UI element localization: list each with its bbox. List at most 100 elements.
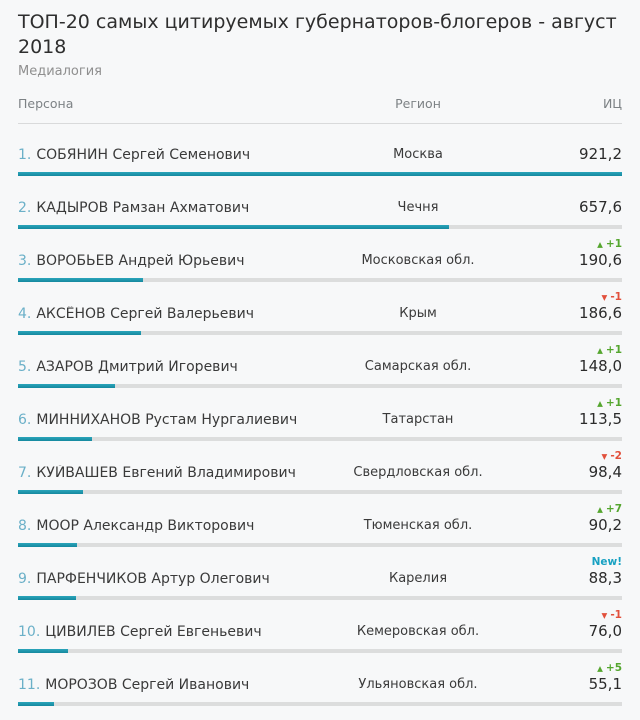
rank-change-label: +1 bbox=[605, 397, 622, 409]
row-content: 5. АЗАРОВ Дмитрий Игоревич Самарская обл… bbox=[18, 344, 622, 375]
rank-number: 11. bbox=[18, 677, 41, 693]
rank-number: 6. bbox=[18, 412, 32, 428]
person-cell: 4. АКСЁНОВ Сергей Валерьевич bbox=[18, 306, 318, 322]
rank-number: 7. bbox=[18, 465, 32, 481]
person-name: ПАРФЕНЧИКОВ Артур Олегович bbox=[36, 571, 270, 587]
person-name: ВОРОБЬЕВ Андрей Юрьевич bbox=[36, 253, 245, 269]
index-cell: ▼ -1 76,0 bbox=[518, 609, 622, 640]
region-label: Тюменская обл. bbox=[363, 518, 473, 533]
row-content: 8. МООР Александр Викторович Тюменская о… bbox=[18, 503, 622, 534]
rank-change-indicator: ▼ -1 bbox=[602, 609, 622, 622]
row-content: 3. ВОРОБЬЕВ Андрей Юрьевич Московская об… bbox=[18, 238, 622, 269]
person-name: АКСЁНОВ Сергей Валерьевич bbox=[36, 306, 255, 322]
trend-arrow-icon: ▲ bbox=[597, 345, 603, 355]
citation-index-value: 113,5 bbox=[579, 410, 622, 428]
value-bar-fill bbox=[18, 702, 55, 706]
rank-change-indicator: New! bbox=[592, 556, 622, 569]
rank-change-label: +5 bbox=[605, 662, 622, 674]
region-label: Татарстан bbox=[382, 412, 454, 427]
table-row: 2. КАДЫРОВ Рамзан Ахматович Чечня 657,6 bbox=[18, 177, 622, 230]
table-body: 1. СОБЯНИН Сергей Семенович Москва 921,2… bbox=[18, 124, 622, 707]
trend-arrow-icon: ▼ bbox=[601, 292, 608, 302]
person-cell: 6. МИННИХАНОВ Рустам Нургалиевич bbox=[18, 412, 318, 428]
citation-index-value: 55,1 bbox=[588, 675, 622, 693]
index-cell: ▲ +1 113,5 bbox=[518, 397, 622, 428]
value-bar-track bbox=[18, 437, 622, 441]
rank-number: 5. bbox=[18, 359, 32, 375]
row-content: 1. СОБЯНИН Сергей Семенович Москва 921,2 bbox=[18, 146, 622, 164]
region-label: Ульяновская обл. bbox=[358, 677, 478, 692]
region-label: Москва bbox=[393, 147, 443, 162]
person-name: МОРОЗОВ Сергей Иванович bbox=[45, 677, 250, 693]
row-content: 6. МИННИХАНОВ Рустам Нургалиевич Татарст… bbox=[18, 397, 622, 428]
rank-change-label: -1 bbox=[610, 609, 622, 621]
citation-index-value: 186,6 bbox=[579, 304, 622, 322]
trend-arrow-icon: ▲ bbox=[597, 239, 603, 249]
rank-change-label: +1 bbox=[605, 344, 622, 356]
value-bar-fill bbox=[18, 172, 622, 176]
rank-change-indicator: ▲ +5 bbox=[597, 662, 622, 675]
region-label: Карелия bbox=[388, 571, 448, 586]
citation-index-value: 148,0 bbox=[579, 357, 622, 375]
page-title: ТОП-20 самых цитируемых губернаторов-бло… bbox=[18, 11, 617, 58]
table-row: 4. АКСЁНОВ Сергей Валерьевич Крым ▼ -1 1… bbox=[18, 283, 622, 336]
source-label: Медиалогия bbox=[18, 64, 102, 79]
person-cell: 3. ВОРОБЬЕВ Андрей Юрьевич bbox=[18, 253, 318, 269]
rank-number: 2. bbox=[18, 200, 32, 216]
rank-number: 4. bbox=[18, 306, 32, 322]
region-label: Кемеровская обл. bbox=[356, 624, 480, 639]
citation-index-value: 657,6 bbox=[579, 198, 622, 216]
region-label: Чечня bbox=[397, 200, 439, 215]
rank-change-label: +7 bbox=[605, 503, 622, 515]
table-row: 5. АЗАРОВ Дмитрий Игоревич Самарская обл… bbox=[18, 336, 622, 389]
index-cell: ▲ +7 90,2 bbox=[518, 503, 622, 534]
region-label: Московская обл. bbox=[361, 253, 475, 268]
value-bar-track bbox=[18, 278, 622, 282]
rank-change-label: +1 bbox=[605, 238, 622, 250]
person-cell: 9. ПАРФЕНЧИКОВ Артур Олегович bbox=[18, 571, 318, 587]
row-content: 10. ЦИВИЛЕВ Сергей Евгеньевич Кемеровска… bbox=[18, 609, 622, 640]
index-cell: 657,6 bbox=[518, 199, 622, 216]
citation-index-value: 98,4 bbox=[588, 463, 622, 481]
value-bar-track bbox=[18, 490, 622, 494]
value-bar-fill bbox=[18, 649, 69, 653]
index-cell: ▲ +5 55,1 bbox=[518, 662, 622, 693]
column-header-person: Персона bbox=[18, 96, 74, 111]
person-cell: 1. СОБЯНИН Сергей Семенович bbox=[18, 147, 318, 163]
value-bar-fill bbox=[18, 490, 83, 494]
row-content: 4. АКСЁНОВ Сергей Валерьевич Крым ▼ -1 1… bbox=[18, 291, 622, 322]
row-content: 7. КУЙВАШЕВ Евгений Владимирович Свердло… bbox=[18, 450, 622, 481]
rank-number: 1. bbox=[18, 147, 32, 163]
index-cell: New! 88,3 bbox=[518, 556, 622, 587]
person-name: КУЙВАШЕВ Евгений Владимирович bbox=[36, 465, 296, 481]
region-label: Самарская обл. bbox=[364, 359, 472, 374]
person-name: КАДЫРОВ Рамзан Ахматович bbox=[36, 200, 250, 216]
rank-change-indicator: ▼ -1 bbox=[602, 291, 622, 304]
trend-arrow-icon: ▼ bbox=[601, 451, 608, 461]
citation-index-value: 88,3 bbox=[588, 569, 622, 587]
rank-number: 3. bbox=[18, 253, 32, 269]
index-cell: 921,2 bbox=[518, 146, 622, 163]
region-label: Свердловская обл. bbox=[353, 465, 483, 480]
table-row: 3. ВОРОБЬЕВ Андрей Юрьевич Московская об… bbox=[18, 230, 622, 283]
person-cell: 5. АЗАРОВ Дмитрий Игоревич bbox=[18, 359, 318, 375]
citation-index-value: 90,2 bbox=[588, 516, 622, 534]
value-bar-track bbox=[18, 543, 622, 547]
value-bar-track bbox=[18, 702, 622, 706]
table-row: 9. ПАРФЕНЧИКОВ Артур Олегович Карелия Ne… bbox=[18, 548, 622, 601]
table-row: 1. СОБЯНИН Сергей Семенович Москва 921,2 bbox=[18, 124, 622, 177]
value-bar-fill bbox=[18, 596, 76, 600]
rank-change-label: -2 bbox=[610, 450, 622, 462]
value-bar-fill bbox=[18, 437, 93, 441]
trend-arrow-icon: ▲ bbox=[597, 504, 603, 514]
person-name: МИННИХАНОВ Рустам Нургалиевич bbox=[36, 412, 298, 428]
rank-change-label: -1 bbox=[610, 291, 622, 303]
value-bar-fill bbox=[18, 331, 141, 335]
trend-arrow-icon: ▲ bbox=[597, 398, 603, 408]
person-cell: 11. МОРОЗОВ Сергей Иванович bbox=[18, 677, 318, 693]
value-bar-fill bbox=[18, 543, 78, 547]
trend-arrow-icon: ▲ bbox=[597, 663, 603, 673]
person-cell: 8. МООР Александр Викторович bbox=[18, 518, 318, 534]
value-bar-track bbox=[18, 172, 622, 176]
value-bar-track bbox=[18, 225, 622, 229]
